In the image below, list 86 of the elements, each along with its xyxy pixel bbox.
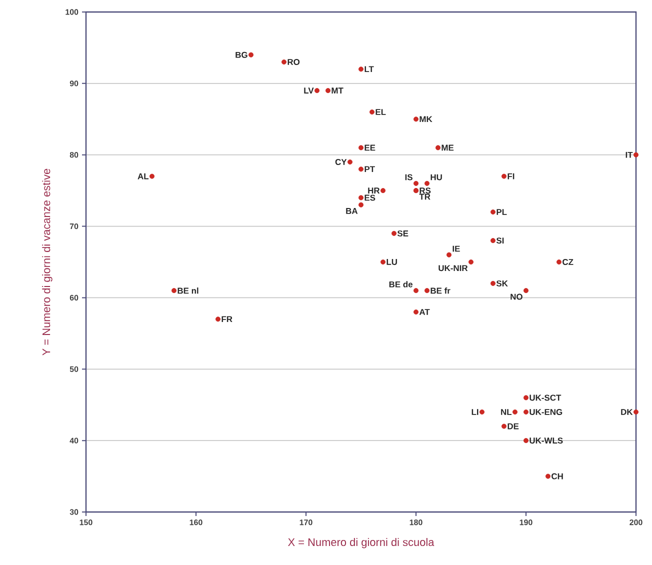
point: [634, 410, 638, 414]
point: [502, 424, 506, 429]
point: [172, 288, 176, 294]
annotation: EE: [364, 144, 376, 151]
annotation: LV: [304, 88, 314, 94]
point: [380, 260, 386, 264]
point: [524, 410, 528, 414]
point: [282, 60, 286, 64]
annotation: IT: [626, 152, 633, 158]
annotation: MK: [420, 116, 432, 122]
point: [480, 410, 484, 414]
point: [524, 438, 528, 444]
y-axis-title: Y = Numero di giorni di vacanze estive: [42, 168, 52, 356]
annotation: CH: [552, 473, 563, 480]
annotation: FR: [222, 316, 232, 322]
annotation: UK-WLS: [530, 438, 563, 444]
annotation: IE: [452, 246, 460, 252]
point: [556, 260, 562, 264]
annotation: IS: [405, 174, 412, 180]
point: [392, 230, 396, 236]
point: [216, 316, 220, 322]
annotation: CY: [335, 159, 347, 165]
point: [446, 252, 452, 258]
point: [414, 310, 418, 314]
annotation: RO: [288, 59, 300, 65]
annotation: PT: [364, 166, 375, 172]
annotation: ME: [442, 144, 454, 151]
annotation: ES: [364, 194, 376, 201]
annotation: BE fr: [430, 288, 450, 294]
annotation: UK-ENG: [530, 409, 562, 415]
point: [414, 288, 418, 294]
annotation: LU: [386, 259, 397, 265]
annotation: PL: [496, 209, 507, 215]
annotation: RS: [420, 188, 431, 194]
point: [524, 288, 528, 294]
point: [358, 202, 364, 208]
annotation: CZ: [562, 259, 574, 265]
annotation: SK: [496, 280, 508, 286]
x-axis-title: X = Numero di giorni di scuola: [288, 538, 434, 548]
point: [358, 195, 364, 200]
point: [512, 410, 518, 414]
annotation: MT: [332, 88, 344, 94]
point: [358, 166, 364, 172]
point: [490, 280, 496, 286]
point: [546, 474, 550, 479]
point: [490, 238, 496, 244]
point: [424, 288, 430, 294]
point: [358, 66, 364, 72]
annotation: TR: [419, 194, 430, 200]
annotation: DK: [621, 409, 633, 415]
point: [326, 88, 330, 94]
annotation: BA: [346, 208, 358, 214]
annotation: BG: [236, 52, 248, 58]
annotation: SI: [496, 238, 504, 244]
point: [150, 174, 154, 179]
annotation: HU: [430, 174, 442, 180]
point: [490, 210, 496, 214]
point: [634, 152, 638, 158]
annotation: NL: [501, 409, 512, 415]
point: [436, 145, 440, 150]
point: [358, 145, 364, 150]
annotation: BE nl: [178, 288, 198, 294]
annotation: UK-NIR: [438, 265, 468, 272]
annotation: AT: [419, 309, 430, 315]
point: [314, 88, 320, 94]
annotation: BE de: [389, 281, 413, 288]
point: [414, 116, 418, 122]
annotation: AL: [138, 173, 149, 180]
point: [348, 160, 352, 164]
annotation: LI: [472, 409, 478, 415]
annotation: SE: [397, 230, 408, 236]
point: [502, 174, 506, 179]
annotation: FI: [508, 173, 514, 180]
annotation: HR: [368, 188, 380, 194]
point: [524, 395, 528, 400]
point: [380, 188, 386, 194]
point: [370, 110, 374, 114]
annotation: NO: [510, 294, 522, 300]
point: [424, 180, 430, 186]
point: [468, 260, 474, 264]
annotation: DE: [508, 423, 519, 430]
point: [248, 52, 254, 58]
annotation: UK-SCT: [530, 394, 562, 401]
annotation: EL: [376, 109, 386, 115]
point: [414, 180, 418, 186]
annotation: LT: [364, 66, 374, 72]
